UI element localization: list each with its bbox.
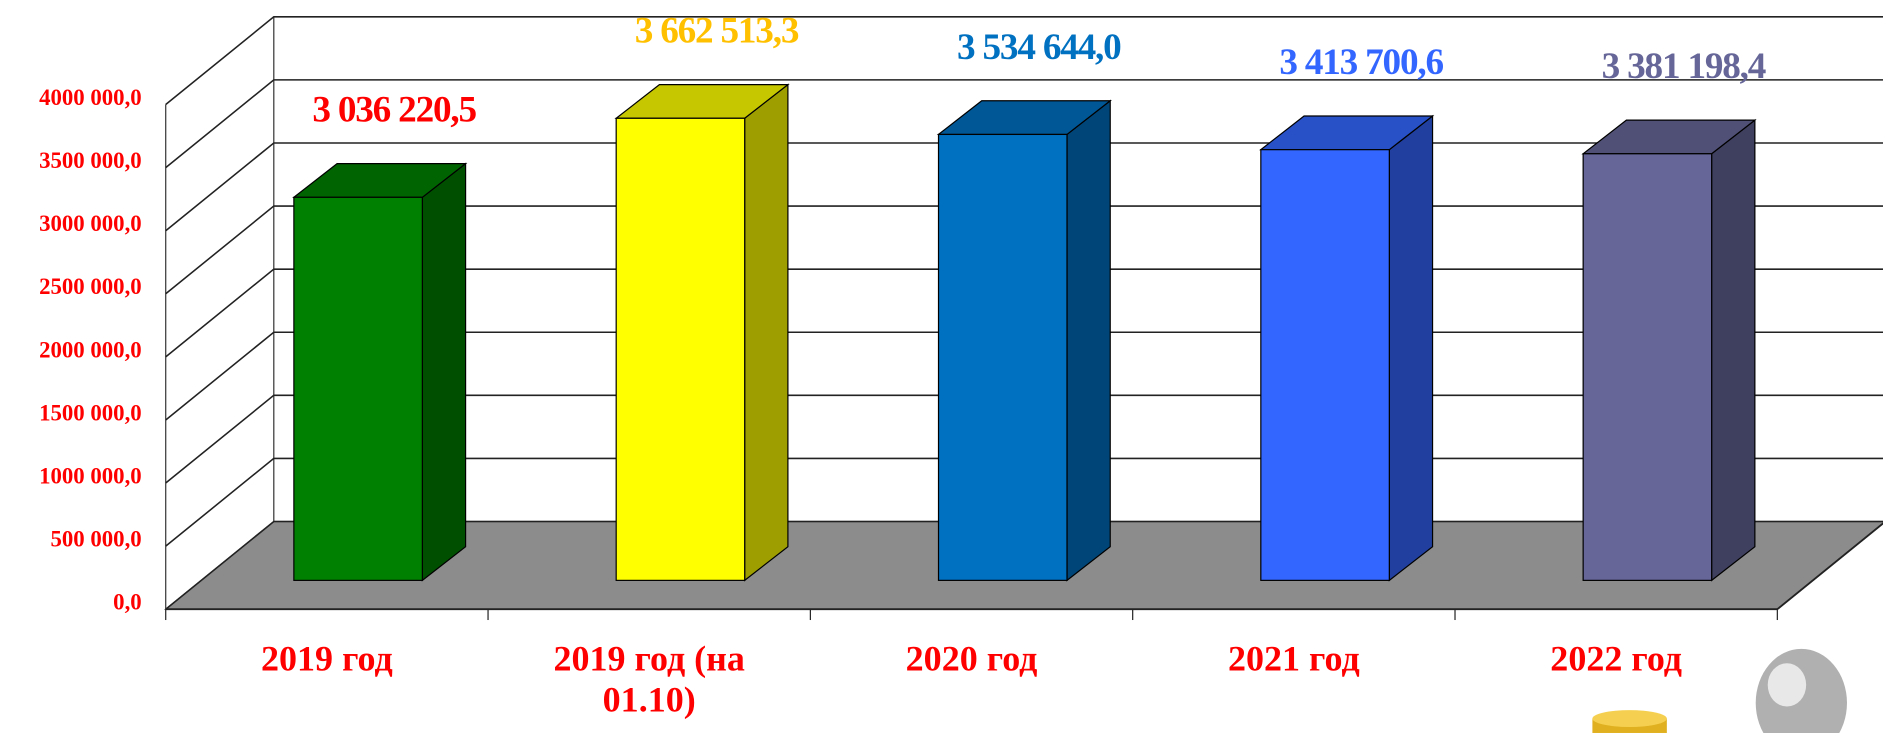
x-tick-label: 2020 год [905, 639, 1038, 679]
bar-front [293, 196, 423, 581]
value-label: 3 662 513,3 [635, 11, 799, 52]
y-tick-label: 4000 000,0 [39, 85, 142, 110]
y-tick-label: 0,0 [113, 590, 142, 615]
bar-side [744, 83, 789, 582]
x-tick-label: 2022 год [1550, 639, 1683, 679]
decoration [1592, 648, 1847, 733]
bar-front [937, 133, 1068, 581]
x-tick-label: 2019 год (на 01.10) [553, 639, 745, 720]
value-label: 3 413 700,6 [1279, 42, 1443, 83]
y-tick-label: 2000 000,0 [39, 337, 142, 362]
bar-side [421, 162, 467, 582]
bar-side [1711, 118, 1756, 582]
y-tick-label: 3000 000,0 [39, 211, 142, 236]
y-tick-label: 1000 000,0 [39, 463, 142, 488]
bar-front [1582, 153, 1713, 581]
bar [614, 83, 790, 582]
coin-top [1592, 710, 1667, 727]
bar-front [615, 117, 746, 581]
y-tick-label: 2500 000,0 [39, 274, 142, 299]
bar-front [1260, 149, 1390, 581]
value-label: 3 534 644,0 [957, 27, 1121, 68]
value-label: 3 381 198,4 [1602, 46, 1766, 87]
y-tick-label: 3500 000,0 [39, 148, 142, 173]
x-tick-label: 2021 год [1227, 639, 1360, 679]
bar-side [1388, 114, 1434, 582]
y-tick-label: 500 000,0 [50, 527, 141, 552]
y-tick-label: 1500 000,0 [39, 400, 142, 425]
grid-line [165, 79, 1883, 169]
sphere-highlight [1767, 663, 1807, 707]
bar [1259, 114, 1435, 582]
bar-side [1066, 99, 1111, 582]
floor-edge [1776, 522, 1883, 610]
x-tick-label: 2019 год [261, 639, 393, 679]
grid-line [165, 16, 1883, 106]
bar [936, 99, 1112, 582]
bar [292, 162, 468, 582]
value-label: 3 036 220,5 [312, 90, 476, 131]
bar [1581, 118, 1757, 582]
